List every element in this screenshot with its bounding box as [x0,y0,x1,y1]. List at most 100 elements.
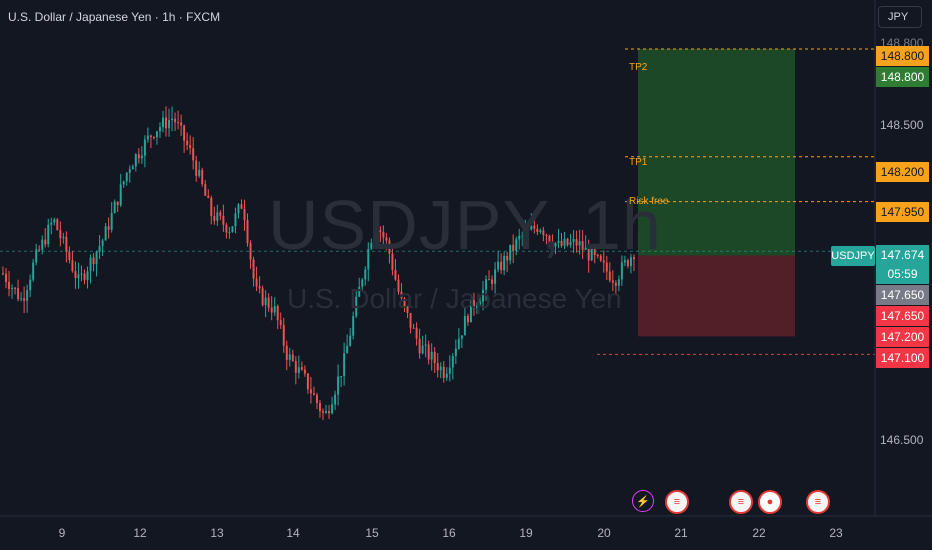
candle-body [315,394,318,403]
candle-body [482,289,484,302]
candle-body [252,259,255,279]
candle-body [479,301,481,306]
candle-body [38,249,41,251]
candle-body [180,122,183,126]
entry-price-label[interactable]: 147.650 [876,306,929,326]
candle-body [361,279,364,287]
countdown-label: 05:59 [876,264,929,284]
candle-body [113,201,116,213]
candle-body [80,273,83,275]
candle-body [98,246,101,252]
stop-price-label[interactable]: 147.200 [876,327,929,347]
entry-gray-price-label[interactable]: 147.650 [876,285,929,305]
candle-body [575,238,578,246]
tp2-green-price-label[interactable]: 148.800 [876,67,929,87]
tp2-price-label[interactable]: 148.800 [876,46,929,66]
candle-body [122,181,125,185]
candle-body [382,231,385,238]
candle-body [472,299,475,309]
candle-body [201,169,204,185]
candle-body [620,262,623,280]
japan-flag-icon[interactable]: ● [758,490,782,514]
candle-body [62,236,65,239]
candle-body [400,291,403,299]
candle-body [83,273,86,280]
currency-button[interactable]: JPY [878,6,922,28]
candle-body [343,353,346,377]
candle-body [29,279,32,291]
us-flag-icon[interactable]: ≡ [729,490,753,514]
candle-body [491,279,494,284]
candle-body [536,228,539,232]
candle-body [270,307,273,313]
candle-body [116,201,119,206]
candle-body [593,248,596,255]
tp2-label: TP2 [629,62,648,73]
risk-free-price-label[interactable]: 147.950 [876,202,929,222]
candle-body [617,279,620,286]
candle-body [89,257,92,272]
candle-body [41,239,44,250]
tp1-price-label[interactable]: 148.200 [876,162,929,182]
us-flag-icon[interactable]: ≡ [665,490,689,514]
candle-body [581,241,584,250]
candle-body [373,229,376,244]
lightning-icon[interactable]: ⚡ [632,490,654,512]
candle-body [406,306,409,313]
candle-body [466,315,469,323]
candle-body [140,155,143,159]
candle-body [460,335,463,339]
candle-body [53,219,56,223]
candle-body [626,260,629,267]
candle-body [430,351,433,360]
candle-body [155,131,158,138]
chart-title[interactable]: U.S. Dollar / Japanese Yen · 1h · FXCM [8,10,221,24]
lower-line-price-label[interactable]: 147.100 [876,348,929,368]
candle-body [379,230,382,232]
candle-body [279,320,282,325]
candle-body [65,236,68,252]
y-tick: 146.500 [880,433,924,447]
candle-body [125,172,128,182]
candle-body [26,290,29,301]
candle-body [611,280,614,283]
x-tick: 15 [365,526,379,540]
candle-body [545,235,548,237]
candle-body [530,225,533,230]
candle-body [566,238,569,246]
candle-body [346,345,349,354]
candle-body [86,271,89,280]
candle-body [454,348,457,357]
candle-body [451,356,454,368]
candle-body [171,118,174,121]
candle-body [294,360,297,373]
candle-body [352,316,355,336]
candle-body [267,297,270,308]
candle-body [228,232,231,234]
candle-body [255,278,258,287]
candle-body [322,411,324,413]
candle-body [56,219,59,231]
candle-body [533,225,536,229]
candle-body [340,376,343,378]
candle-body [273,306,276,313]
last-price-label: 147.674 [876,245,929,265]
candle-body [131,166,134,170]
candle-body [412,327,415,329]
x-tick: 13 [210,526,224,540]
candle-body [8,281,11,289]
candle-body [192,148,195,161]
candle-body [303,369,306,374]
x-tick: 21 [674,526,688,540]
us-flag-icon[interactable]: ≡ [806,490,830,514]
candle-body [469,299,472,323]
candle-body [421,345,424,354]
candle-body [162,117,164,128]
candle-body [364,269,367,280]
candle-body [448,367,451,374]
candle-body [240,204,243,209]
candles-layer [2,106,635,421]
candle-body [485,279,488,290]
candle-body [204,184,207,196]
